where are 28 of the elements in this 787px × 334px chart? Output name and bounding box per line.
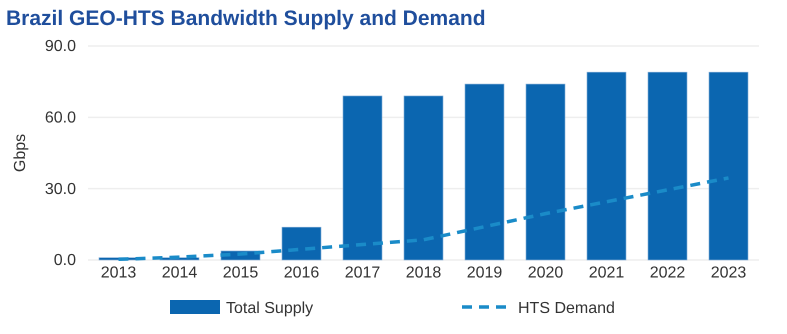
x-tick-label: 2019 (466, 264, 502, 282)
y-tick-label: 0.0 (54, 252, 76, 270)
y-tick-label: 30.0 (44, 180, 76, 198)
y-tick-label: 90.0 (44, 38, 76, 56)
y-tick-label: 60.0 (44, 109, 76, 126)
x-tick-label: 2017 (344, 264, 380, 282)
x-tick-label: 2015 (222, 264, 258, 282)
bar (464, 84, 504, 260)
x-tick-label: 2022 (650, 264, 686, 282)
chart-title: Brazil GEO-HTS Bandwidth Supply and Demand (6, 7, 486, 30)
x-tick-label: 2014 (162, 264, 198, 282)
x-tick-label: 2020 (528, 264, 564, 282)
x-tick-label: 2016 (284, 264, 320, 282)
x-tick-label: 2023 (710, 264, 746, 282)
bar (404, 96, 444, 260)
x-tick-label: 2018 (406, 264, 442, 282)
y-axis-title: Gbps (12, 134, 29, 172)
legend-label: Total Supply (226, 300, 314, 317)
legend-label: HTS Demand (518, 300, 615, 317)
bar (586, 72, 626, 260)
bar (648, 72, 688, 260)
x-tick-label: 2021 (588, 264, 624, 282)
line-series (116, 176, 730, 262)
bar (526, 84, 566, 260)
bar (342, 96, 382, 260)
bar (282, 226, 322, 260)
bar (708, 72, 748, 260)
x-tick-label: 2013 (100, 264, 136, 282)
